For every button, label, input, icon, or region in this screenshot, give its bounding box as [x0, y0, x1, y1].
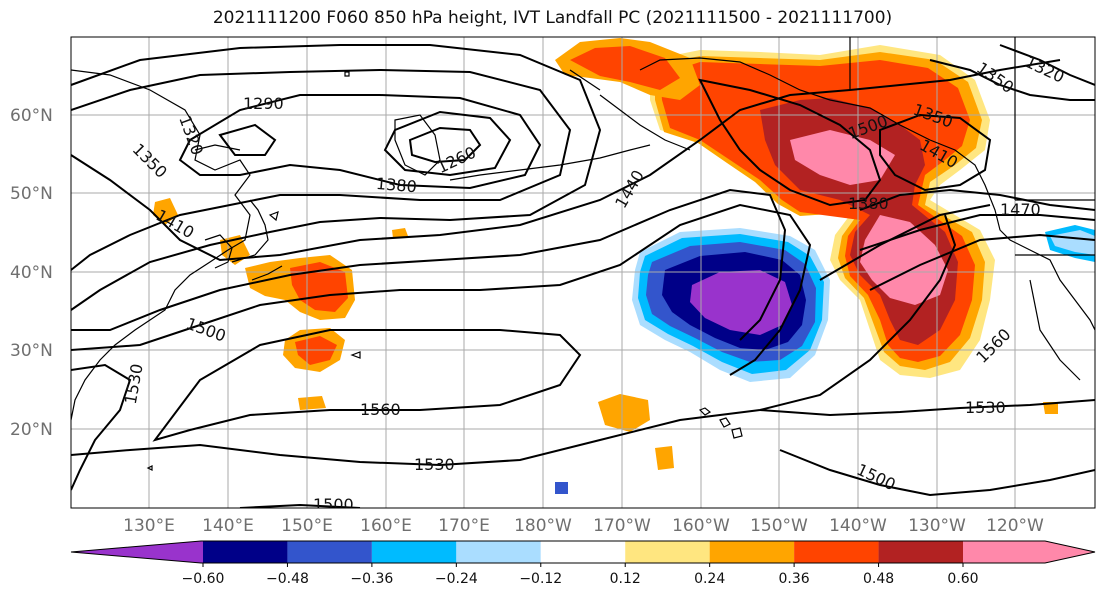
- lat-label: 50°N: [10, 184, 53, 204]
- contour-label: 1380: [375, 174, 417, 196]
- contour-label: 1500: [313, 495, 354, 514]
- lon-label: 140°E: [202, 516, 254, 536]
- colorbar-segment: [625, 541, 710, 563]
- colorbar-segment: [287, 541, 372, 563]
- colorbar-tick-label: 0.36: [779, 571, 810, 587]
- lon-label: 150°E: [281, 516, 333, 536]
- colorbar-segment: [794, 541, 879, 563]
- colorbar-tick-label: 0.60: [947, 571, 978, 587]
- longitude-labels: 130°E 140°E 150°E 160°E 170°E 180°W 170°…: [123, 516, 1044, 536]
- lat-label: 40°N: [10, 263, 53, 283]
- colorbar-tick-label: 0.48: [863, 571, 894, 587]
- lon-label: 180°W: [514, 516, 572, 536]
- lon-label: 130°E: [123, 516, 175, 536]
- colorbar-segment: [540, 541, 626, 563]
- map-title: 2021111200 F060 850 hPa height, IVT Land…: [212, 8, 893, 28]
- lon-label: 120°W: [986, 516, 1044, 536]
- lon-label: 150°W: [750, 516, 808, 536]
- lon-label: 170°E: [438, 516, 490, 536]
- colorbar-tick-label: −0.36: [350, 571, 393, 587]
- lat-label: 60°N: [10, 106, 53, 126]
- lat-label: 30°N: [10, 341, 53, 361]
- height-contours: [71, 44, 1095, 508]
- latitude-labels: 60°N 50°N 40°N 30°N 20°N: [10, 106, 53, 440]
- colorbar-segment: [963, 541, 1095, 563]
- colorbar-segment: [203, 541, 288, 563]
- lon-label: 160°W: [672, 516, 730, 536]
- colorbar-tick-label: −0.48: [266, 571, 309, 587]
- colorbar-tick-label: 0.12: [610, 571, 641, 587]
- colorbar-outline: [70, 540, 1096, 564]
- colorbar-segment: [371, 541, 457, 563]
- lon-label: 160°E: [360, 516, 412, 536]
- contour-label: 1560: [360, 400, 401, 419]
- contour-label: 1530: [965, 398, 1006, 417]
- colorbar-segment: [709, 541, 795, 563]
- contour-label: 1470: [1000, 200, 1041, 219]
- lon-label: 140°W: [829, 516, 887, 536]
- ivt-positive-fields: [153, 38, 1058, 470]
- lon-label: 170°W: [593, 516, 651, 536]
- colorbar-segment: [71, 541, 203, 563]
- colorbar-tick-label: 0.24: [694, 571, 725, 587]
- colorbar-segment: [456, 541, 541, 563]
- colorbar-segment: [878, 541, 963, 563]
- lat-label: 20°N: [10, 420, 53, 440]
- contour-label: 1380: [848, 194, 889, 213]
- colorbar-tick-label: −0.12: [519, 571, 562, 587]
- map-frame: [70, 36, 1096, 509]
- contour-label: 1530: [414, 455, 455, 474]
- colorbar: −0.60 −0.48 −0.36 −0.24 −0.12 0.12 0.24 0.36 0.4…: [70, 540, 1096, 587]
- colorbar-tick-label: −0.24: [435, 571, 478, 587]
- colorbar-tick-label: −0.60: [182, 571, 225, 587]
- lon-label: 130°W: [908, 516, 966, 536]
- contour-label: 1290: [243, 94, 284, 113]
